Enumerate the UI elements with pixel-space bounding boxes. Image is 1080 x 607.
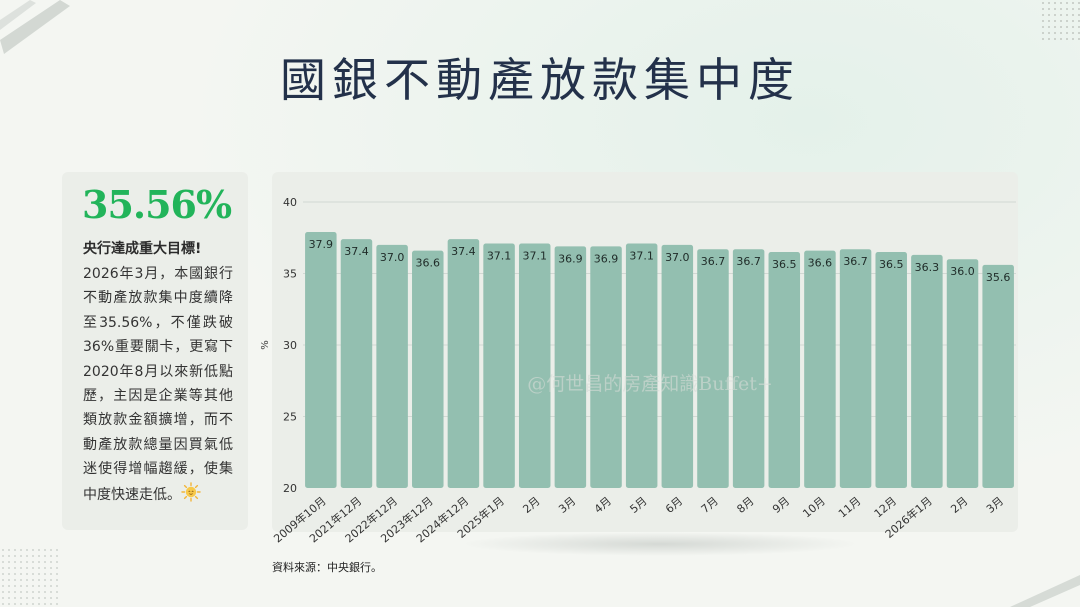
bar-value-label: 37.9 <box>309 238 334 251</box>
x-tick-label: 2月 <box>521 494 543 516</box>
bar-value-label: 36.9 <box>558 252 583 265</box>
card-heading: 央行達成重大目標! <box>83 241 202 257</box>
x-tick-label: 4月 <box>592 494 614 516</box>
brush-stroke-decoration <box>1010 575 1080 607</box>
bar <box>376 244 408 488</box>
bar <box>590 246 622 488</box>
page-title: 國銀不動產放款集中度 <box>280 53 800 107</box>
y-axis-ticks: 20 25 30 35 40 <box>283 196 297 495</box>
bar-value-label: 37.1 <box>629 249 654 262</box>
bar <box>697 249 729 488</box>
bar-value-label: 35.6 <box>986 271 1011 284</box>
bar <box>911 254 943 488</box>
bar <box>483 243 515 488</box>
bar <box>768 252 801 488</box>
headline-stat: 35.56% <box>82 182 232 227</box>
bar-value-label: 37.1 <box>487 249 512 262</box>
bar-value-label: 36.6 <box>808 257 833 270</box>
x-axis-ticks: 2009年10月2021年12月2022年12月2023年12月2024年12月… <box>271 494 1006 546</box>
bar <box>554 246 587 488</box>
bar-value-label: 36.9 <box>594 252 619 265</box>
brush-stroke-decoration <box>0 0 70 54</box>
card-body-text: 2026年3月，本國銀行不動產放款集中度續降至35.56%，不僅跌破36%重要關… <box>83 266 233 503</box>
x-tick-label: 5月 <box>627 494 649 516</box>
bar <box>661 244 694 488</box>
bar-value-label: 37.0 <box>380 251 405 264</box>
x-tick-label: 9月 <box>770 494 792 516</box>
bar-value-label: 37.4 <box>344 245 369 258</box>
dot-pattern-decoration <box>1040 0 1080 40</box>
x-tick-label: 10月 <box>800 494 828 520</box>
card-body-container: 2026年3月，本國銀行不動產放款集中度續降至35.56%，不僅跌破36%重要關… <box>83 262 233 507</box>
y-tick-label: 20 <box>283 482 297 495</box>
panel-shadow <box>460 532 860 556</box>
x-tick-label: 7月 <box>699 494 721 516</box>
bar <box>625 243 658 488</box>
bar <box>982 264 1014 488</box>
bar <box>340 239 373 488</box>
bar <box>305 232 337 488</box>
bar-value-label: 36.0 <box>950 265 975 278</box>
dot-pattern-decoration <box>0 547 60 607</box>
y-tick-label: 40 <box>283 196 297 209</box>
bar <box>946 259 979 488</box>
bar-value-label: 36.7 <box>736 255 761 268</box>
bar-value-label: 37.4 <box>451 245 476 258</box>
bar <box>875 252 907 488</box>
bar <box>732 249 765 488</box>
x-tick-label: 6月 <box>663 494 685 516</box>
bar <box>804 250 836 488</box>
y-axis-label: % <box>260 340 271 350</box>
source-note: 資料來源：中央銀行。 <box>272 561 382 574</box>
y-tick-label: 35 <box>283 268 297 281</box>
value-labels: 37.9 37.4 37.0 36.6 37.4 37.1 37.1 36.9 36.9 37.1… <box>309 238 1011 284</box>
bar-value-label: 36.3 <box>915 261 940 274</box>
highlight-card: 35.56% 央行達成重大目標! 2026年3月，本國銀行不動產放款集中度續降至… <box>62 172 248 530</box>
x-tick-label: 12月 <box>872 494 900 520</box>
x-tick-label: 3月 <box>984 494 1006 516</box>
watermark: @何世昌的房產知識Buffet+ <box>527 373 773 395</box>
x-tick-label: 3月 <box>556 494 578 516</box>
x-tick-label: 8月 <box>734 494 756 516</box>
bar-value-label: 36.7 <box>701 255 726 268</box>
y-tick-label: 30 <box>283 339 297 352</box>
bar-value-label: 36.7 <box>843 255 868 268</box>
bar <box>412 250 444 488</box>
sun-icon <box>181 481 201 502</box>
bar-value-label: 36.5 <box>772 258 797 271</box>
x-tick-label: 2月 <box>948 494 970 516</box>
bar-value-label: 37.1 <box>522 249 547 262</box>
bar-value-label: 36.5 <box>879 258 904 271</box>
bar-value-label: 36.6 <box>416 257 441 270</box>
bars <box>305 232 1014 488</box>
bar-value-label: 37.0 <box>665 251 690 264</box>
bar <box>518 243 551 488</box>
bar <box>839 249 872 488</box>
y-tick-label: 25 <box>283 411 297 424</box>
bar <box>447 239 480 488</box>
x-tick-label: 11月 <box>836 494 864 520</box>
